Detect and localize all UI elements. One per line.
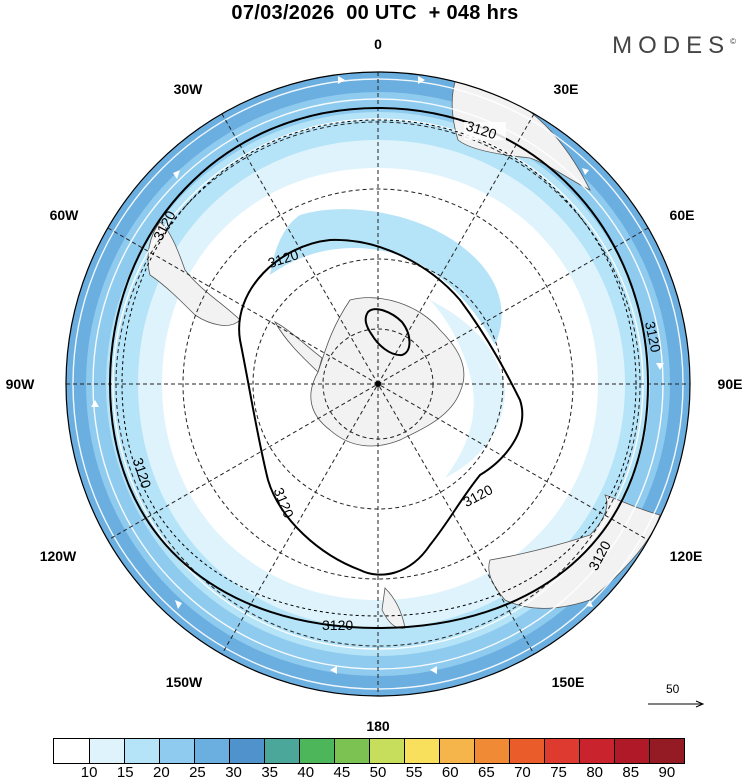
- arrowhead: [586, 600, 593, 607]
- landmasses: [147, 81, 661, 629]
- map-boundary: [65, 71, 691, 697]
- colorbar-swatch: [439, 739, 474, 763]
- lon-label-0: 0: [374, 36, 382, 52]
- height-contours: [108, 106, 650, 630]
- streamline-arrowheads: [91, 76, 664, 674]
- jet-arc-east: [430, 300, 505, 478]
- lon-label-30e: 30E: [554, 81, 579, 97]
- arrowhead: [175, 600, 182, 609]
- colorbar-tick-label: 10: [80, 764, 98, 781]
- colorbar-swatch: [544, 739, 579, 763]
- arrowhead: [330, 666, 337, 674]
- map-title: 07/03/2026 00 UTC + 048 hrs: [231, 2, 519, 24]
- contour-label: 3120: [322, 617, 353, 633]
- colorbar-swatch: [334, 739, 369, 763]
- lon-label-30w: 30W: [174, 81, 204, 97]
- colorbar-tick-label: 15: [116, 764, 134, 781]
- polar-map: 3120 3120 3120 3120 3120 3120 3120 3120 …: [6, 36, 743, 734]
- colorbar-tick-label: 80: [586, 764, 603, 781]
- lon-label-60w: 60W: [50, 207, 80, 223]
- colorbar-tick-label: 45: [333, 764, 351, 781]
- colorbar-swatch: [404, 739, 439, 763]
- colorbar-swatch: [299, 739, 334, 763]
- contour-3120-outer: [108, 106, 650, 630]
- brand-name: MODES: [612, 32, 731, 59]
- reference-vector-label: 50: [666, 682, 680, 696]
- colorbar-swatch: [159, 739, 194, 763]
- contour-label: 3120: [642, 320, 664, 354]
- lon-label-120w: 120W: [40, 548, 77, 564]
- colorbar-tick-label: 65: [477, 764, 495, 781]
- colorbar-swatch: [194, 739, 229, 763]
- arrowhead: [91, 400, 99, 407]
- colorbar-tick-label: 90: [658, 764, 676, 781]
- lon-label-60e: 60E: [670, 207, 695, 223]
- lon-label-90w: 90W: [6, 376, 36, 392]
- lon-label-180: 180: [366, 718, 390, 734]
- colorbar-tick-label: 30: [225, 764, 242, 781]
- contour-3120-inner: [238, 238, 524, 576]
- copyright-mark: ©: [730, 37, 736, 46]
- arrowhead: [430, 666, 437, 674]
- longitude-labels: 0 30E 60E 90E 120E 150E 180 150W 120W 90…: [6, 36, 743, 734]
- colorbar-swatch: [124, 739, 159, 763]
- colorbar-tick-label: 85: [622, 764, 640, 781]
- reference-arrow-head: [695, 700, 705, 708]
- reference-vector: [648, 700, 705, 708]
- colorbar-swatch: [614, 739, 649, 763]
- australia: [488, 494, 661, 609]
- contour-dashed: [121, 119, 637, 617]
- colorbar-swatch: [89, 739, 124, 763]
- colorbar-tick-label: 50: [369, 764, 387, 781]
- colorbar-tick-label: 60: [441, 764, 459, 781]
- colorbar-swatch: [474, 739, 509, 763]
- south-pole-dot: [375, 381, 381, 387]
- colorbar: [53, 738, 685, 764]
- arrowhead: [582, 168, 589, 175]
- lon-label-150e: 150E: [552, 674, 585, 690]
- contour-closed-low: [364, 308, 411, 357]
- lon-label-120e: 120E: [670, 548, 703, 564]
- colorbar-swatch: [369, 739, 404, 763]
- colorbar-tick-label: 55: [405, 764, 423, 781]
- colorbar-swatch: [264, 739, 299, 763]
- brand-logo: MODES©: [612, 32, 736, 60]
- arrowhead: [418, 76, 425, 84]
- antarctic-peninsula: [273, 321, 323, 373]
- colorbar-tick-label: 40: [297, 764, 315, 781]
- colorbar-tick-label: 75: [550, 764, 567, 781]
- colorbar-swatch: [54, 739, 89, 763]
- arrowhead: [656, 363, 664, 370]
- colorbar-swatch: [649, 739, 684, 763]
- colorbar-swatch: [229, 739, 264, 763]
- jet-arc-upper: [270, 209, 502, 345]
- arrowhead: [173, 170, 180, 179]
- lon-label-90e: 90E: [718, 376, 743, 392]
- lon-label-150w: 150W: [166, 674, 203, 690]
- colorbar-ticks: 10 15 20 25 30 35 40 45 50 55 60 65 70 75 80 85 90: [53, 764, 703, 782]
- colorbar-tick-label: 20: [152, 764, 170, 781]
- south-america: [147, 221, 241, 326]
- colorbar-tick-label: 70: [514, 764, 531, 781]
- colorbar-swatch: [509, 739, 544, 763]
- arrowhead: [338, 76, 345, 84]
- colorbar-tick-label: 35: [261, 764, 278, 781]
- colorbar-swatch: [579, 739, 614, 763]
- colorbar-tick-label: 25: [189, 764, 206, 781]
- label-bg: [464, 122, 506, 140]
